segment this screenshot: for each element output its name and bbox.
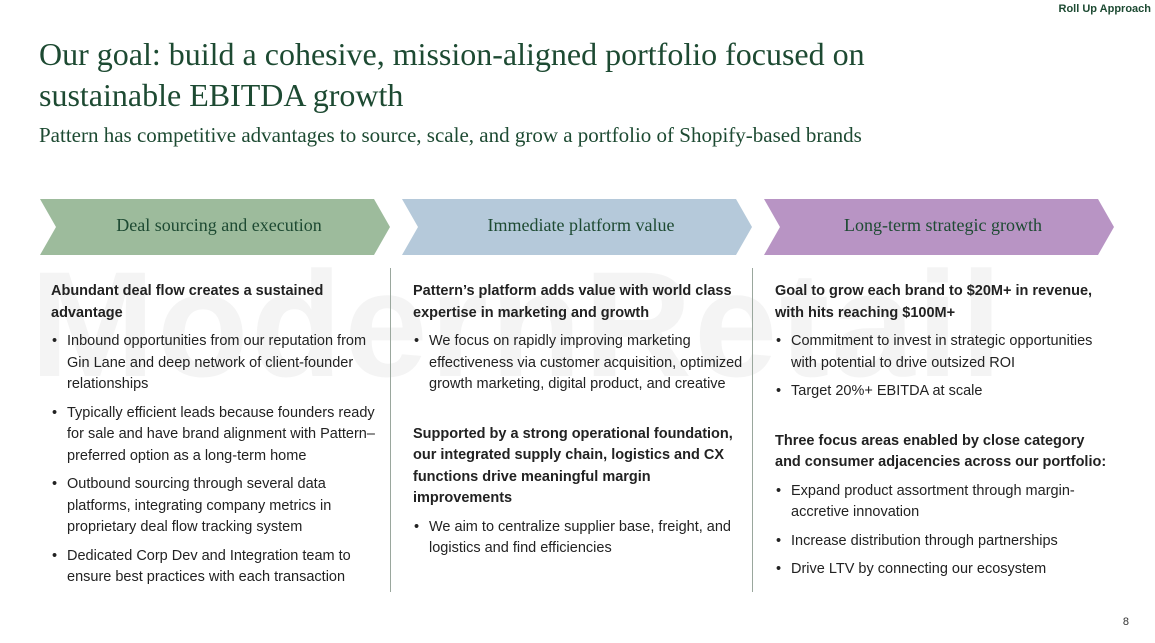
chevron-shape [402, 199, 752, 255]
section-tag: Roll Up Approach [1058, 3, 1151, 15]
bullet: Expand product assortment through margin… [775, 481, 1110, 524]
column-header: Long-term strategic growth [844, 215, 1042, 235]
chevron-shape [40, 199, 390, 255]
chevron: Long-term strategic growth [764, 199, 1114, 255]
subtitle: Pattern has competitive advantages to so… [39, 123, 862, 147]
section-heading: Abundant deal flow creates a sustained a… [51, 283, 324, 321]
section-heading: Three focus areas enabled by close categ… [775, 432, 1107, 471]
bullet: We focus on rapidly improving marketing … [413, 331, 748, 396]
chevron: Immediate platform value [402, 199, 752, 255]
section: Three focus areas enabled by close categ… [775, 431, 1110, 581]
page-number: 8 [1122, 616, 1129, 628]
column-body: Abundant deal flow creates a sustained a… [51, 281, 386, 617]
bullet: Typically efficient leads because founde… [51, 403, 386, 468]
section-heading: Goal to grow each brand to $20M+ in reve… [775, 283, 1093, 321]
bullet: Drive LTV by connecting our ecosystem [775, 559, 1110, 581]
section: Goal to grow each brand to $20M+ in reve… [775, 281, 1110, 403]
bullet: Inbound opportunities from our reputatio… [51, 331, 386, 396]
section-heading: Supported by a strong operational founda… [413, 425, 733, 507]
section: Pattern’s platform adds value with world… [413, 281, 748, 396]
section-heading: Pattern’s platform adds value with world… [413, 283, 732, 321]
column-body: Goal to grow each brand to $20M+ in reve… [775, 281, 1110, 609]
column-body: Pattern’s platform adds value with world… [413, 281, 748, 588]
section: Abundant deal flow creates a sustained a… [51, 281, 386, 589]
bullet: Outbound sourcing through several data p… [51, 474, 386, 539]
title: Our goal: build a cohesive, mission-alig… [39, 36, 865, 113]
chevron-shape [764, 199, 1114, 255]
bullet: We aim to centralize supplier base, frei… [413, 517, 748, 560]
bullet: Dedicated Corp Dev and Integration team … [51, 546, 386, 589]
bullet: Commitment to invest in strategic opport… [775, 331, 1110, 374]
divider [390, 268, 391, 592]
bullet: Increase distribution through partnershi… [775, 531, 1110, 553]
column-header: Immediate platform value [488, 215, 675, 235]
chevron: Deal sourcing and execution [40, 199, 390, 255]
divider [752, 268, 753, 592]
bullet: Target 20%+ EBITDA at scale [775, 381, 1110, 403]
column-header: Deal sourcing and execution [116, 215, 321, 235]
section: Supported by a strong operational founda… [413, 424, 748, 560]
